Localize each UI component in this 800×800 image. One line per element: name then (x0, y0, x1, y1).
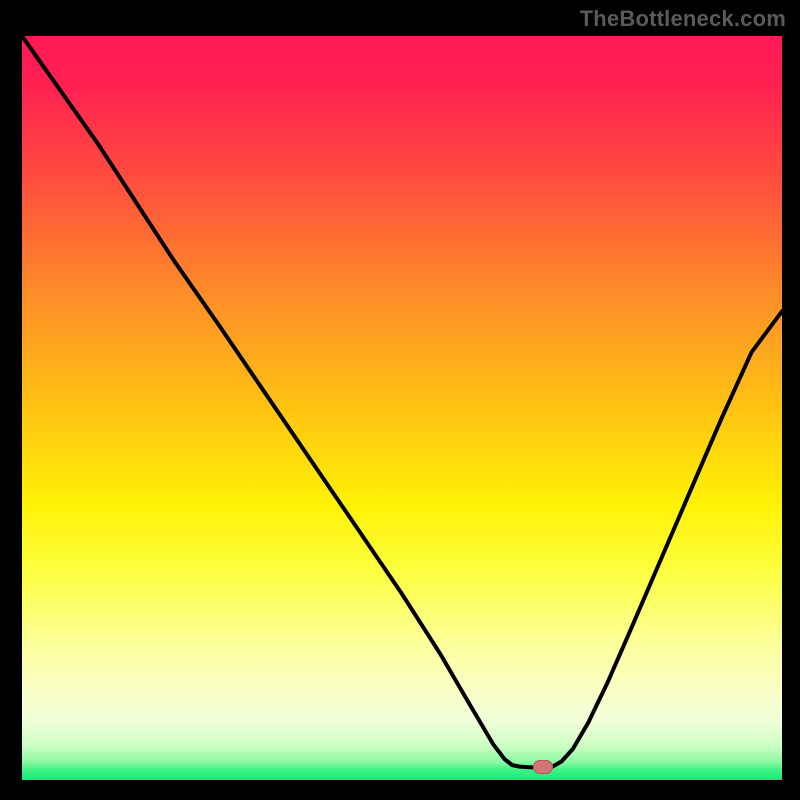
optimum-marker (533, 760, 553, 774)
watermark-text: TheBottleneck.com (580, 6, 786, 32)
chart-svg (22, 36, 782, 780)
bottleneck-curve (22, 36, 782, 767)
bottleneck-chart (22, 36, 782, 780)
chart-gradient-background (22, 36, 782, 780)
